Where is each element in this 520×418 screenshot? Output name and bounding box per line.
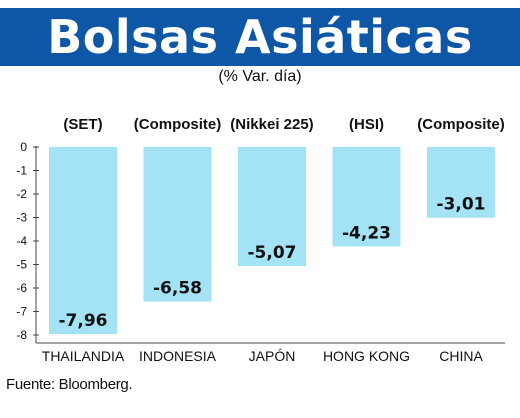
- value-label: -4,23: [342, 223, 391, 243]
- index-label: (Composite): [134, 116, 222, 133]
- bar: [238, 147, 306, 267]
- y-tick-label: -8: [16, 328, 27, 342]
- category-label: CHINA: [439, 348, 483, 364]
- y-tick-label: -7: [16, 305, 27, 319]
- y-tick-label: -1: [16, 164, 27, 178]
- y-tick-label: -6: [16, 281, 27, 295]
- value-label: -7,96: [59, 311, 108, 331]
- source-note: Fuente: Bloomberg.: [6, 376, 133, 393]
- category-label: JAPÓN: [249, 348, 296, 364]
- category-label: INDONESIA: [139, 348, 217, 364]
- bar: [143, 147, 212, 302]
- bar: [427, 147, 495, 218]
- chart-subtitle: (% Var. día): [218, 68, 302, 85]
- y-tick-label: -3: [16, 211, 27, 225]
- y-tick-label: -2: [16, 187, 27, 201]
- value-label: -5,07: [248, 243, 297, 263]
- category-label: THAILANDIA: [42, 348, 125, 364]
- chart-title: Bolsas Asiáticas: [47, 10, 473, 64]
- value-label: -6,58: [153, 279, 202, 299]
- index-label: (Nikkei 225): [230, 116, 313, 133]
- index-label: (Composite): [417, 116, 505, 133]
- index-label: (HSI): [349, 116, 384, 133]
- bar: [49, 147, 117, 335]
- index-label: (SET): [63, 116, 102, 133]
- bar: [332, 147, 401, 247]
- title-band: Bolsas Asiáticas: [0, 8, 520, 66]
- y-tick-label: -5: [16, 258, 27, 272]
- y-tick-label: 0: [20, 140, 27, 154]
- y-tick-label: -4: [16, 234, 27, 248]
- value-label: -3,01: [437, 195, 486, 215]
- category-label: HONG KONG: [323, 348, 410, 364]
